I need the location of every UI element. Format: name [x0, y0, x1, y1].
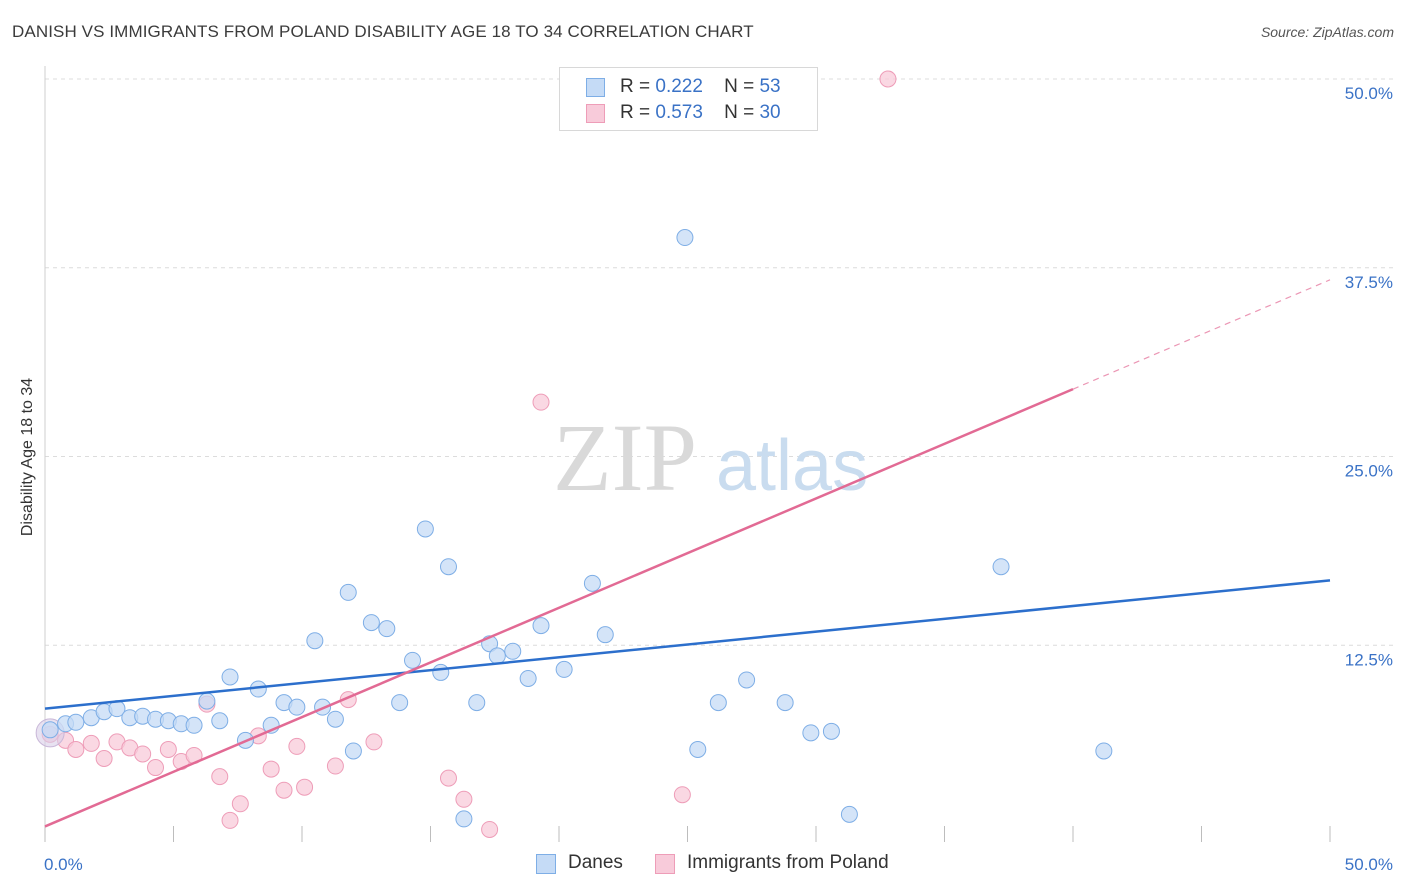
danes-point [404, 651, 422, 669]
series-danes-points [41, 70, 1113, 828]
poland-point [673, 786, 691, 804]
danes-point [532, 617, 550, 635]
danes-point [468, 694, 486, 712]
danes-point [185, 716, 203, 734]
chart-title: DANISH VS IMMIGRANTS FROM POLAND DISABIL… [12, 22, 754, 41]
y-tick-label: 12.5% [1345, 650, 1393, 669]
x-tick-label: 50.0% [1345, 855, 1393, 874]
danes-point [555, 660, 573, 678]
danes-point [776, 694, 794, 712]
legend-swatch-danes [586, 78, 605, 97]
poland-point [67, 740, 85, 758]
legend-swatch-danes [536, 854, 556, 874]
danes-point [689, 740, 707, 758]
danes-point [391, 694, 409, 712]
r-value: 0.573 [655, 102, 703, 123]
tick-labels: 12.5% 25.0% 37.5% 50.0% 0.0% 50.0% [44, 84, 1393, 874]
y-tick-label: 50.0% [1345, 84, 1393, 103]
poland-point [231, 795, 249, 813]
danes-point [519, 669, 537, 687]
poland-point [82, 734, 100, 752]
danes-point [504, 642, 522, 660]
danes-point [288, 698, 306, 716]
danes-point [416, 520, 434, 538]
danes-point [676, 229, 694, 247]
danes-point [432, 663, 450, 681]
poland-point [134, 745, 152, 763]
r-label: R = [620, 102, 651, 123]
poland-point [455, 790, 473, 808]
danes-point [596, 626, 614, 644]
legend-swatch-poland [655, 854, 675, 874]
y-tick-label: 37.5% [1345, 273, 1393, 292]
poland-point [879, 70, 897, 88]
danes-point [439, 558, 457, 576]
legend-text-poland: R = 0.573 N = 30 [620, 102, 781, 124]
danes-point [378, 620, 396, 638]
poland-point [95, 750, 113, 767]
danes-point [455, 810, 473, 828]
trend-lines [44, 279, 1331, 828]
legend-label-poland: Immigrants from Poland [687, 852, 889, 873]
grid-layer [45, 78, 1395, 646]
axis-layer [44, 66, 1331, 842]
poland-point [532, 393, 550, 411]
danes-point [822, 722, 840, 740]
n-value: 53 [759, 76, 781, 97]
poland-point [439, 769, 457, 787]
poland-point [288, 737, 306, 755]
poland-point [262, 760, 280, 778]
danes-point [221, 668, 239, 686]
danes-trend-line [44, 579, 1331, 710]
danes-point [992, 558, 1010, 576]
danes-point [583, 574, 601, 592]
poland-point [296, 778, 314, 796]
poland-point [221, 811, 239, 829]
r-value: 0.222 [655, 76, 703, 97]
danes-point [326, 710, 344, 728]
poland-point [481, 820, 499, 838]
correlation-legend: R = 0.222 N = 53 R = 0.573 N = 30 [559, 67, 818, 131]
danes-point [306, 632, 324, 650]
poland-trend-extension [1072, 279, 1331, 390]
danes-point [362, 614, 380, 632]
danes-point [709, 694, 727, 712]
n-label: N = [724, 76, 755, 97]
danes-point [339, 583, 357, 601]
poland-point [275, 781, 293, 799]
watermark: ZIP atlas [553, 404, 868, 511]
poland-point [159, 740, 177, 758]
poland-point [211, 768, 229, 786]
poland-trend-line [44, 388, 1074, 828]
watermark-zip: ZIP [553, 404, 697, 511]
danes-point [198, 692, 216, 710]
legend-swatch-poland [586, 104, 605, 123]
r-label: R = [620, 76, 651, 97]
legend-text-danes: R = 0.222 N = 53 [620, 76, 781, 98]
poland-point [326, 757, 344, 775]
x-tick-label: 0.0% [44, 855, 83, 874]
source-label: Source: ZipAtlas.com [1260, 24, 1394, 40]
poland-point [365, 733, 383, 751]
danes-point [1095, 742, 1113, 760]
n-value: 30 [759, 102, 781, 123]
watermark-atlas: atlas [716, 426, 868, 506]
danes-point [802, 724, 820, 742]
poland-point [147, 759, 165, 777]
danes-point [41, 721, 59, 739]
danes-point [488, 647, 506, 665]
danes-point [211, 712, 229, 730]
danes-point [840, 805, 858, 823]
n-label: N = [724, 102, 755, 123]
y-tick-label: 25.0% [1345, 462, 1393, 481]
danes-point [344, 742, 362, 760]
legend-label-danes: Danes [568, 852, 623, 873]
danes-point [67, 713, 85, 731]
danes-point [738, 671, 756, 689]
